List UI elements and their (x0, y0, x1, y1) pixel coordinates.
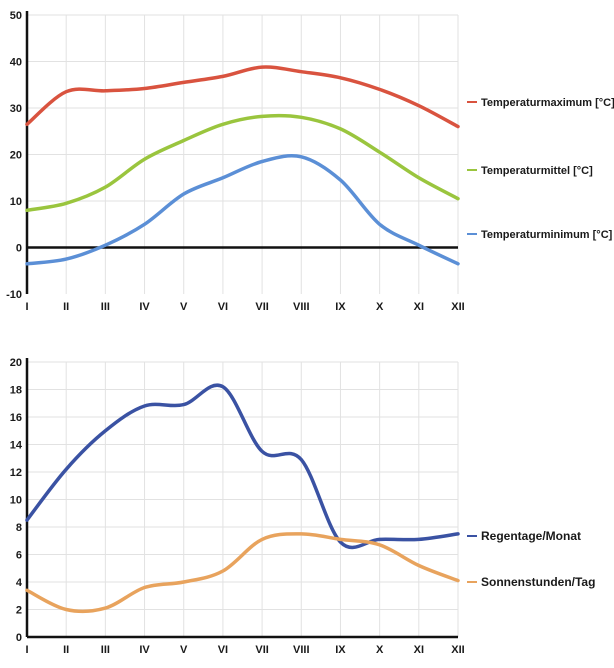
y-tick-label: 16 (10, 412, 22, 424)
y-tick-label: 14 (10, 440, 23, 452)
x-tick-label: I (25, 644, 28, 656)
x-tick-label: II (63, 644, 69, 656)
x-tick-label: VIII (293, 644, 310, 656)
y-tick-label: 50 (10, 10, 22, 22)
y-tick-label: 2 (16, 605, 22, 617)
x-tick-label: VI (218, 301, 228, 313)
x-tick-label: XII (451, 644, 464, 656)
legend-label: Regentage/Monat (481, 529, 581, 543)
x-tick-label: VIII (293, 301, 310, 313)
y-tick-label: 20 (10, 150, 22, 162)
legend-label: Sonnenstunden/Tag (481, 575, 595, 589)
series-line-2 (25, 532, 460, 614)
x-tick-label: IX (335, 301, 346, 313)
y-tick-label: 0 (16, 632, 22, 644)
legend-label: Temperaturmaximum [°C] (481, 97, 614, 109)
x-tick-label: III (101, 301, 110, 313)
y-tick-label: 10 (10, 196, 22, 208)
legend-label: Temperaturminimum [°C] (481, 229, 613, 241)
series-line-1 (25, 65, 460, 129)
legend-label: Temperaturmittel [°C] (481, 165, 593, 177)
y-tick-label: 20 (10, 357, 22, 369)
x-tick-label: I (25, 301, 28, 313)
x-tick-label: VI (218, 644, 228, 656)
x-tick-label: V (180, 301, 188, 313)
y-tick-label: 4 (16, 577, 23, 589)
x-tick-label: VII (255, 301, 268, 313)
y-tick-label: 0 (16, 243, 22, 255)
x-tick-label: X (376, 301, 384, 313)
x-tick-label: XI (414, 644, 424, 656)
x-tick-label: XII (451, 301, 464, 313)
x-tick-label: IV (139, 301, 150, 313)
y-tick-label: -10 (6, 289, 22, 301)
y-tick-label: 6 (16, 550, 22, 562)
x-tick-label: VII (255, 644, 268, 656)
y-tick-label: 40 (10, 57, 22, 69)
series-line-2 (25, 113, 460, 213)
y-tick-label: 10 (10, 495, 22, 507)
y-tick-label: 30 (10, 103, 22, 115)
x-tick-label: IV (139, 644, 150, 656)
x-tick-label: X (376, 644, 384, 656)
x-tick-label: V (180, 644, 188, 656)
y-tick-label: 12 (10, 467, 22, 479)
y-tick-label: 18 (10, 385, 22, 397)
x-tick-label: II (63, 301, 69, 313)
x-tick-label: III (101, 644, 110, 656)
y-tick-label: 8 (16, 522, 22, 534)
x-tick-label: IX (335, 644, 346, 656)
x-tick-label: XI (414, 301, 424, 313)
series-line-1 (25, 383, 460, 550)
series-line-3 (25, 153, 460, 266)
